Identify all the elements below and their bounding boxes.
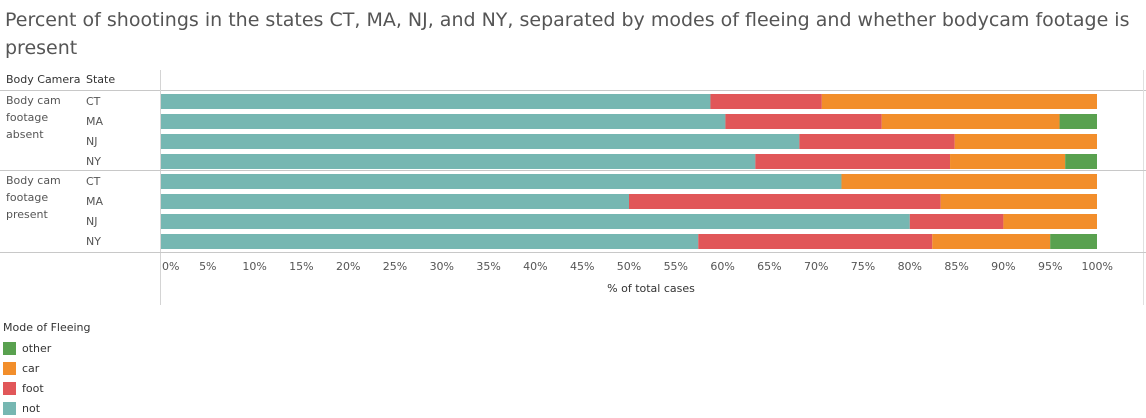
x-tick-label: 10% — [242, 260, 266, 273]
bar-segment-car — [954, 134, 1097, 149]
legend-item-other: other — [3, 338, 91, 358]
group-label-line: present — [6, 208, 49, 221]
legend-label-not: not — [22, 401, 41, 415]
x-tick-label: 60% — [710, 260, 734, 273]
state-label: NJ — [86, 135, 97, 148]
bar-segment-foot — [909, 214, 1004, 229]
x-tick-label: 45% — [570, 260, 594, 273]
legend-swatch-car — [3, 361, 16, 375]
state-label: MA — [86, 195, 103, 208]
legend-title: Mode of Fleeing — [3, 321, 91, 334]
legend-item-not: not — [3, 398, 91, 418]
bar-segment-not — [161, 114, 726, 129]
x-tick-label: 25% — [383, 260, 407, 273]
bar-segment-car — [841, 174, 1097, 189]
state-label: NY — [86, 235, 101, 248]
x-tick-label: 70% — [804, 260, 828, 273]
x-tick-label: 40% — [523, 260, 547, 273]
bar-segment-foot — [629, 194, 941, 209]
group-label-line: footage — [6, 111, 48, 124]
state-label: NJ — [86, 215, 97, 228]
group-label-line: Body cam — [6, 174, 61, 187]
x-tick-label: 55% — [664, 260, 688, 273]
bar-segment-foot — [799, 134, 955, 149]
chart-title: Percent of shootings in the states CT, M… — [5, 9, 1130, 59]
group-label-line: absent — [6, 128, 44, 141]
legend-label-car: car — [22, 361, 40, 375]
x-tick-label: 85% — [944, 260, 968, 273]
x-tick-label: 5% — [199, 260, 216, 273]
bar-segment-other — [1059, 114, 1097, 129]
x-tick-label: 30% — [430, 260, 454, 273]
legend-label-foot: foot — [22, 381, 44, 395]
bar-segment-foot — [755, 154, 951, 169]
x-tick-label: 90% — [991, 260, 1015, 273]
x-tick-label: 50% — [617, 260, 641, 273]
x-axis-title: % of total cases — [607, 282, 695, 295]
bar-segment-car — [821, 94, 1097, 109]
bar-segment-foot — [710, 94, 822, 109]
state-label: CT — [86, 175, 101, 188]
row-header-state: State — [86, 73, 115, 86]
x-tick-label: 35% — [476, 260, 500, 273]
bar-segment-not — [161, 194, 629, 209]
bar-segment-not — [161, 234, 699, 249]
state-label: MA — [86, 115, 103, 128]
group-label-line: footage — [6, 191, 48, 204]
legend: Mode of Fleeing other car foot not — [3, 320, 91, 418]
legend-swatch-foot — [3, 381, 16, 395]
bar-segment-not — [161, 174, 842, 189]
group-label-line: Body cam — [6, 94, 61, 107]
x-tick-label: 0% — [162, 260, 179, 273]
row-header-body-camera: Body Camera — [6, 73, 80, 86]
x-tick-label: 80% — [898, 260, 922, 273]
bar-segment-car — [950, 154, 1066, 169]
bar-segment-car — [881, 114, 1060, 129]
x-tick-label: 75% — [851, 260, 875, 273]
bar-segment-foot — [725, 114, 882, 129]
bar-segment-car — [940, 194, 1097, 209]
bar-segment-not — [161, 154, 756, 169]
bar-segment-not — [161, 214, 910, 229]
bar-segment-car — [932, 234, 1051, 249]
x-tick-label: 20% — [336, 260, 360, 273]
bar-segment-not — [161, 134, 800, 149]
bar-segment-not — [161, 94, 711, 109]
x-tick-label: 65% — [757, 260, 781, 273]
state-label: CT — [86, 95, 101, 108]
legend-swatch-not — [3, 401, 16, 415]
state-label: NY — [86, 155, 101, 168]
legend-item-foot: foot — [3, 378, 91, 398]
bar-segment-car — [1003, 214, 1097, 229]
x-tick-label: 15% — [289, 260, 313, 273]
x-tick-label: 95% — [1038, 260, 1062, 273]
legend-item-car: car — [3, 358, 91, 378]
bar-segment-other — [1065, 154, 1097, 169]
x-tick-label: 100% — [1082, 260, 1113, 273]
bar-segment-other — [1050, 234, 1097, 249]
legend-swatch-other — [3, 341, 16, 355]
bar-segment-foot — [698, 234, 933, 249]
legend-label-other: other — [22, 341, 52, 355]
